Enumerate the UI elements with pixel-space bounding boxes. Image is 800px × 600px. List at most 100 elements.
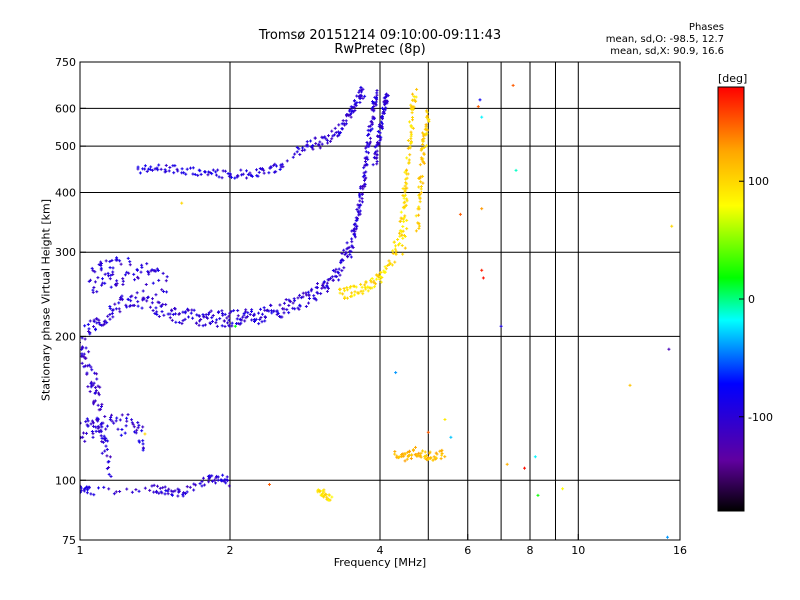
data-point — [158, 486, 162, 490]
data-point — [96, 419, 100, 423]
data-point — [409, 141, 413, 145]
data-point — [181, 319, 185, 323]
data-point — [291, 306, 295, 310]
data-point — [114, 490, 118, 494]
data-point — [90, 266, 94, 270]
data-point — [105, 447, 109, 451]
data-point — [322, 490, 326, 494]
data-point — [316, 291, 320, 295]
data-point — [380, 114, 384, 118]
data-point — [239, 168, 243, 172]
data-point — [428, 450, 432, 454]
data-point — [245, 176, 249, 180]
data-point — [288, 299, 292, 303]
data-point — [118, 259, 122, 263]
data-point — [215, 324, 219, 328]
y-tick-label: 300 — [55, 246, 76, 259]
data-point — [183, 492, 187, 496]
data-point — [155, 312, 159, 316]
data-point — [403, 200, 407, 204]
data-point — [362, 171, 366, 175]
data-point — [116, 427, 120, 431]
data-point — [107, 460, 111, 464]
data-point — [325, 497, 329, 501]
axis-ticks: 1 2 4 6 8 10 16 75 100 200 300 400 500 600 750 — [55, 56, 687, 557]
data-point — [100, 425, 104, 429]
data-point — [89, 365, 93, 369]
data-point — [104, 436, 108, 440]
data-point — [331, 278, 335, 282]
data-point — [252, 312, 256, 316]
data-point — [157, 315, 161, 319]
data-point — [322, 495, 326, 499]
data-point — [165, 290, 169, 294]
data-point — [311, 147, 315, 151]
data-point — [353, 102, 357, 106]
data-point — [164, 489, 168, 493]
y-tick-label: 750 — [55, 56, 76, 69]
data-point — [418, 176, 422, 180]
data-point — [180, 201, 184, 205]
data-point — [397, 231, 401, 235]
data-point — [403, 214, 407, 218]
data-point — [331, 269, 335, 273]
data-point — [424, 109, 428, 113]
data-point — [90, 368, 94, 372]
data-point — [410, 453, 414, 457]
data-point — [210, 474, 214, 478]
colorbar-label: [deg] — [718, 72, 747, 85]
data-point — [82, 489, 86, 493]
data-point — [385, 101, 389, 105]
data-point — [215, 474, 219, 478]
data-point — [87, 350, 91, 354]
y-tick-label: 200 — [55, 330, 76, 343]
data-point — [384, 267, 388, 271]
data-point — [323, 135, 327, 139]
data-point — [439, 457, 443, 461]
data-point — [425, 115, 429, 119]
data-point — [210, 172, 214, 176]
data-point — [350, 229, 354, 233]
data-point — [100, 451, 104, 455]
data-point — [132, 272, 136, 276]
data-point — [267, 171, 271, 175]
data-point — [314, 142, 318, 146]
data-point — [141, 442, 145, 446]
data-point — [337, 267, 341, 271]
data-point — [299, 296, 303, 300]
data-point — [220, 478, 224, 482]
data-point — [172, 171, 176, 175]
data-point — [143, 167, 147, 171]
data-point — [403, 246, 407, 250]
data-point — [99, 266, 103, 270]
data-point — [203, 483, 207, 487]
data-point — [236, 314, 240, 318]
data-point — [370, 286, 374, 290]
data-point — [315, 282, 319, 286]
data-point — [393, 247, 397, 251]
data-point — [285, 308, 289, 312]
colorbar-ticks: -100 0 100 — [739, 175, 773, 424]
data-point — [355, 101, 359, 105]
data-point — [260, 167, 264, 171]
data-point — [370, 276, 374, 280]
data-point — [88, 390, 92, 394]
data-point — [310, 287, 314, 291]
data-point — [422, 145, 426, 149]
data-point — [291, 155, 295, 159]
data-point — [176, 169, 180, 173]
data-point — [358, 212, 362, 216]
data-point — [413, 445, 417, 449]
data-point — [427, 118, 431, 122]
data-point — [367, 144, 371, 148]
data-point — [187, 308, 191, 312]
data-point — [358, 95, 362, 99]
y-tick-label: 75 — [62, 534, 76, 547]
data-point — [263, 319, 267, 323]
data-point — [87, 363, 91, 367]
colorbar-tick-label: 0 — [748, 293, 755, 306]
data-point — [118, 490, 122, 494]
data-point — [117, 301, 121, 305]
phases-heading: Phases — [688, 22, 724, 33]
data-point — [418, 195, 422, 199]
